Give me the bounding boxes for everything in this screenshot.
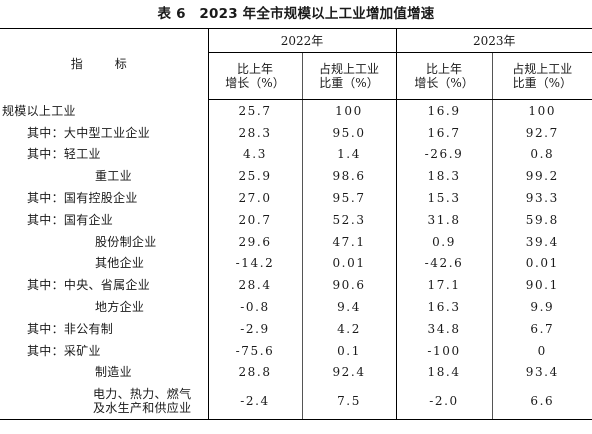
- growth-2023-header: 比上年 增长（%）: [395, 52, 493, 100]
- table-row: 电力、热力、燃气及水生产和供应业 -2.4 7.5 -2.0 6.6: [0, 383, 592, 421]
- row-label: 地方企业: [95, 300, 145, 315]
- table-row: 制造业 28.8 92.4 18.4 93.4: [0, 361, 592, 384]
- growth-2022-cell: 25.7: [207, 99, 302, 122]
- share-2023-cell: 100: [491, 99, 592, 122]
- growth-2022-cell: 20.7: [207, 208, 302, 231]
- row-label: 其中：国有控股企业: [27, 191, 138, 206]
- growth-2022-cell: -75.6: [207, 339, 302, 362]
- share-2023-cell: 99.2: [491, 165, 592, 188]
- table-row: 股份制企业 29.6 47.1 0.9 39.4: [0, 230, 592, 253]
- growth-2022-cell: -0.8: [207, 296, 302, 318]
- share-2023-cell: 90.1: [491, 274, 592, 297]
- share-2022-cell: 100: [301, 99, 397, 122]
- growth-2022-cell: -2.9: [207, 317, 302, 340]
- growth-2022-cell: 25.9: [207, 165, 302, 188]
- row-label: 其中：大中型工业企业: [27, 125, 151, 140]
- share-2023-cell: 0: [491, 339, 592, 362]
- growth-2022-cell: -2.4: [207, 383, 302, 421]
- growth-2023-cell: 17.1: [395, 274, 493, 297]
- growth-2022-cell: 29.6: [207, 230, 302, 253]
- growth-2022-cell: 28.3: [207, 121, 302, 144]
- share-2022-header: 占规上工业 比重（%）: [301, 52, 397, 100]
- share-2022-cell: 9.4: [301, 296, 397, 318]
- share-2022-cell: 95.0: [301, 121, 397, 144]
- growth-2022-cell: 27.0: [207, 187, 302, 209]
- growth-2023-cell: -2.0: [395, 383, 493, 421]
- table-row: 其他企业 -14.2 0.01 -42.6 0.01: [0, 252, 592, 275]
- growth-2023-cell: 18.3: [395, 165, 493, 188]
- share-2023-cell: 59.8: [491, 208, 592, 231]
- share-2022-cell: 4.2: [301, 317, 397, 340]
- row-label: 电力、热力、燃气及水生产和供应业: [0, 383, 208, 421]
- share-2023-cell: 0.8: [491, 143, 592, 166]
- table-row: 重工业 25.9 98.6 18.3 99.2: [0, 165, 592, 188]
- growth-2022-cell: -14.2: [207, 252, 302, 275]
- share-2022-cell: 7.5: [301, 383, 397, 421]
- share-2023-cell: 39.4: [491, 230, 592, 253]
- header-row-metrics: 比上年 增长（%） 占规上工业 比重（%） 比上年 增长（%） 占规上工业 比重…: [0, 52, 592, 100]
- row-label: 其中：采矿业: [27, 343, 101, 358]
- share-2022-cell: 1.4: [301, 143, 397, 166]
- row-label: 其中：国有企业: [27, 212, 114, 227]
- indicator-header: 指 标: [0, 28, 208, 100]
- row-label: 规模以上工业: [2, 103, 76, 118]
- growth-2023-cell: 16.3: [395, 296, 493, 318]
- share-2023-cell: 6.7: [491, 317, 592, 340]
- table-row: 其中：采矿业 -75.6 0.1 -100 0: [0, 339, 592, 362]
- table-row: 其中：国有企业 20.7 52.3 31.8 59.8: [0, 208, 592, 231]
- table-row: 其中：大中型工业企业 28.3 95.0 16.7 92.7: [0, 121, 592, 144]
- row-label: 其中：轻工业: [27, 147, 101, 162]
- row-label: 其中：非公有制: [27, 321, 114, 336]
- growth-2023-cell: 16.9: [395, 99, 493, 122]
- growth-table: 指 标 2022年 2023年 比上年 增长（%） 占规上工业 比重（%） 比上…: [0, 28, 592, 421]
- table-row: 规模以上工业 25.7 100 16.9 100: [0, 99, 592, 122]
- table-row: 地方企业 -0.8 9.4 16.3 9.9: [0, 296, 592, 318]
- growth-2023-cell: 31.8: [395, 208, 493, 231]
- growth-2023-cell: 18.4: [395, 361, 493, 384]
- share-2023-cell: 9.9: [491, 296, 592, 318]
- share-2023-header: 占规上工业 比重（%）: [491, 52, 592, 100]
- share-2023-cell: 93.3: [491, 187, 592, 209]
- share-2023-cell: 0.01: [491, 252, 592, 275]
- share-2022-cell: 98.6: [301, 165, 397, 188]
- growth-2022-header: 比上年 增长（%）: [207, 52, 302, 100]
- table-title: 表 6 2023 年全市规模以上工业增加值增速: [157, 6, 435, 22]
- row-label: 其他企业: [95, 256, 145, 271]
- share-2022-cell: 47.1: [301, 230, 397, 253]
- growth-2023-cell: 34.8: [395, 317, 493, 340]
- share-2022-cell: 90.6: [301, 274, 397, 297]
- year-2022-header: 2022年: [207, 28, 397, 53]
- share-2022-cell: 0.1: [301, 339, 397, 362]
- growth-2023-cell: -42.6: [395, 252, 493, 275]
- year-2023-header: 2023年: [395, 28, 592, 53]
- share-2023-cell: 92.7: [491, 121, 592, 144]
- row-label: 其中：中央、省属企业: [27, 278, 151, 293]
- growth-2022-cell: 28.8: [207, 361, 302, 384]
- table-row: 其中：轻工业 4.3 1.4 -26.9 0.8: [0, 143, 592, 166]
- row-label: 制造业: [95, 365, 132, 380]
- growth-2023-cell: 16.7: [395, 121, 493, 144]
- share-2022-cell: 0.01: [301, 252, 397, 275]
- growth-2022-cell: 28.4: [207, 274, 302, 297]
- share-2022-cell: 95.7: [301, 187, 397, 209]
- growth-2023-cell: -26.9: [395, 143, 493, 166]
- growth-2023-cell: 0.9: [395, 230, 493, 253]
- row-label: 重工业: [95, 169, 132, 184]
- growth-2023-cell: 15.3: [395, 187, 493, 209]
- share-2023-cell: 93.4: [491, 361, 592, 384]
- table-row: 其中：非公有制 -2.9 4.2 34.8 6.7: [0, 317, 592, 340]
- growth-2022-cell: 4.3: [207, 143, 302, 166]
- table-row: 其中：中央、省属企业 28.4 90.6 17.1 90.1: [0, 274, 592, 297]
- share-2022-cell: 52.3: [301, 208, 397, 231]
- growth-2023-cell: -100: [395, 339, 493, 362]
- share-2022-cell: 92.4: [301, 361, 397, 384]
- row-label: 股份制企业: [95, 234, 157, 249]
- header-row-years: 指 标 2022年 2023年: [0, 28, 592, 100]
- share-2023-cell: 6.6: [491, 383, 592, 421]
- table-row: 其中：国有控股企业 27.0 95.7 15.3 93.3: [0, 187, 592, 209]
